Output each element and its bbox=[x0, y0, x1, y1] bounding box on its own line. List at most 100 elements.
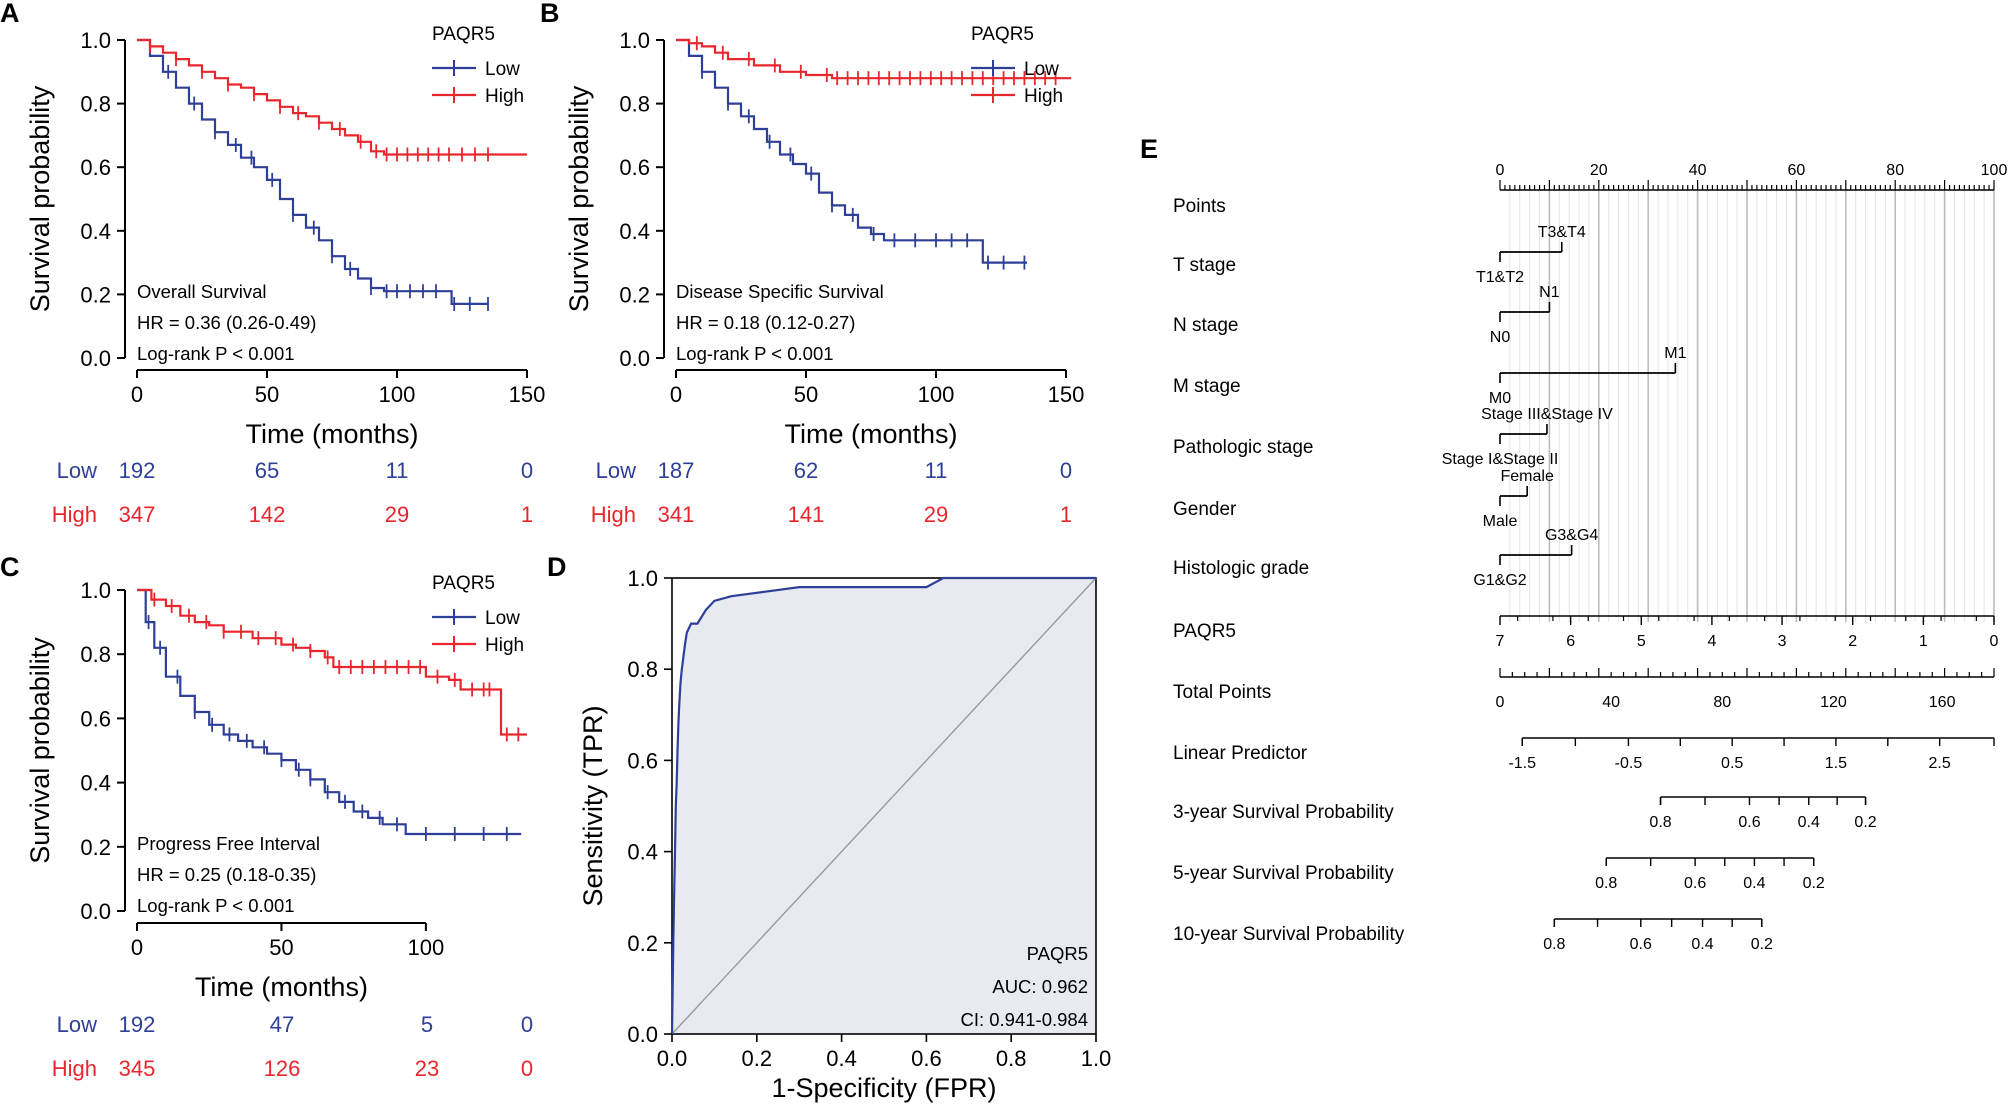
y-tick-label-d: 1.0 bbox=[627, 566, 658, 591]
risk-count-high: 126 bbox=[264, 1056, 301, 1081]
roc-curve bbox=[670, 576, 1096, 1035]
nomogram-level-label: G3&G4 bbox=[1545, 527, 1598, 544]
nomogram-scale-label: 0 bbox=[1496, 694, 1505, 711]
roc-annotation-line: PAQR5 bbox=[1027, 943, 1088, 964]
legend-title-A: PAQR5 bbox=[432, 24, 495, 45]
roc-plot-frame bbox=[671, 577, 1097, 1035]
y-axis-title-B: Survival probability bbox=[564, 85, 594, 312]
points-tick-label: 100 bbox=[1981, 162, 2008, 179]
risk-count-high: 345 bbox=[119, 1056, 156, 1081]
y-axis-title-d: Sensitivity (TPR) bbox=[578, 705, 608, 906]
nomogram-level-label: N1 bbox=[1539, 284, 1560, 301]
points-tick-label: 40 bbox=[1689, 162, 1707, 179]
roc-diagonal-reference bbox=[671, 577, 1097, 1035]
nomogram-scale-label: 1.5 bbox=[1825, 755, 1847, 772]
annotation-line-c: HR = 0.25 (0.18-0.35) bbox=[137, 864, 316, 885]
risk-count-low: 47 bbox=[270, 1012, 294, 1037]
nomogram-row-label: Gender bbox=[1173, 499, 1237, 520]
risk-count-high: 142 bbox=[249, 502, 286, 527]
x-tick-label-d: 0.6 bbox=[911, 1046, 942, 1071]
nomogram-scale-label: 0.2 bbox=[1854, 814, 1876, 831]
panel-label-c: C bbox=[0, 552, 20, 582]
x-tick-label-B: 0 bbox=[670, 382, 682, 407]
nomogram-level-label: Female bbox=[1500, 468, 1553, 485]
x-axis-title-A: Time (months) bbox=[245, 419, 418, 449]
y-tick-label-A: 0.6 bbox=[80, 155, 111, 180]
nomogram-level-label: T1&T2 bbox=[1476, 269, 1524, 286]
annotation-line-c: Progress Free Interval bbox=[137, 833, 320, 854]
x-tick-label-c: 0 bbox=[131, 935, 143, 960]
y-tick-label-A: 0.4 bbox=[80, 219, 111, 244]
panel-label-d: D bbox=[547, 552, 567, 582]
annotation-line-A: Overall Survival bbox=[137, 281, 267, 302]
km-curve-high-A bbox=[137, 38, 527, 156]
x-tick-label-B: 100 bbox=[918, 382, 955, 407]
risk-count-low: 192 bbox=[119, 458, 156, 483]
km-curve-high-B bbox=[676, 38, 1072, 80]
annotation-line-B: Disease Specific Survival bbox=[676, 281, 884, 302]
legend-title-c: PAQR5 bbox=[432, 573, 495, 594]
nomogram-scale-label: 0.2 bbox=[1751, 936, 1773, 953]
nomogram-row-label: 5-year Survival Probability bbox=[1173, 863, 1394, 884]
points-tick-label: 60 bbox=[1788, 162, 1806, 179]
risk-row-label-low: Low bbox=[57, 458, 97, 483]
risk-count-low: 11 bbox=[386, 458, 409, 483]
y-tick-label-c: 0.6 bbox=[80, 706, 111, 731]
nomogram-scale-label: -0.5 bbox=[1615, 755, 1643, 772]
x-tick-label-d: 1.0 bbox=[1081, 1046, 1112, 1071]
x-tick-label-A: 150 bbox=[509, 382, 546, 407]
risk-count-low: 11 bbox=[925, 458, 948, 483]
nomogram-scale-label: 0.4 bbox=[1691, 936, 1713, 953]
y-tick-label-c: 0.2 bbox=[80, 835, 111, 860]
nomogram-row-label: PAQR5 bbox=[1173, 621, 1236, 642]
risk-count-low: 62 bbox=[794, 458, 818, 483]
paqr5-scale-label: 1 bbox=[1919, 633, 1928, 650]
y-tick-label-B: 1.0 bbox=[619, 28, 650, 53]
points-tick-label: 80 bbox=[1886, 162, 1904, 179]
y-tick-label-c: 0.0 bbox=[80, 899, 111, 924]
nomogram-level-label: Stage III&Stage IV bbox=[1481, 406, 1613, 423]
nomogram-scale-label: 0.2 bbox=[1803, 875, 1825, 892]
nomogram-row-label: Histologic grade bbox=[1173, 558, 1309, 579]
risk-count-low: 5 bbox=[421, 1012, 433, 1037]
nomogram-row-label: Linear Predictor bbox=[1173, 743, 1308, 764]
legend-label-low: Low bbox=[485, 59, 520, 80]
nomogram-scale-label: 0.8 bbox=[1595, 875, 1617, 892]
legend-label-high: High bbox=[485, 635, 524, 656]
risk-count-low: 192 bbox=[119, 1012, 156, 1037]
nomogram-scale-label: 0.4 bbox=[1798, 814, 1820, 831]
nomogram-row-label: Points bbox=[1173, 196, 1226, 217]
y-tick-label-B: 0.0 bbox=[619, 346, 650, 371]
legend-label-low: Low bbox=[1024, 59, 1059, 80]
panel-label-a: A bbox=[0, 0, 20, 28]
y-tick-label-d: 0.6 bbox=[627, 748, 658, 773]
risk-row-label-low: Low bbox=[596, 458, 636, 483]
annotation-line-B: HR = 0.18 (0.12-0.27) bbox=[676, 312, 855, 333]
x-tick-label-A: 100 bbox=[379, 382, 416, 407]
y-tick-label-A: 1.0 bbox=[80, 28, 111, 53]
x-tick-label-A: 0 bbox=[131, 382, 143, 407]
nomogram-row-label: Pathologic stage bbox=[1173, 437, 1314, 458]
legend-label-low: Low bbox=[485, 608, 520, 629]
x-tick-label-c: 50 bbox=[269, 935, 293, 960]
risk-row-label-high: High bbox=[52, 502, 97, 527]
nomogram-scale-label: 80 bbox=[1713, 694, 1731, 711]
paqr5-scale-label: 5 bbox=[1637, 633, 1646, 650]
annotation-line-A: HR = 0.36 (0.26-0.49) bbox=[137, 312, 316, 333]
y-tick-label-B: 0.2 bbox=[619, 282, 650, 307]
y-tick-label-A: 0.8 bbox=[80, 92, 111, 117]
nomogram-level-label: M1 bbox=[1664, 345, 1686, 362]
nomogram-level-label: G1&G2 bbox=[1473, 572, 1526, 589]
nomogram-level-label: Stage I&Stage II bbox=[1442, 451, 1559, 468]
risk-count-high: 141 bbox=[788, 502, 825, 527]
risk-row-label-high: High bbox=[591, 502, 636, 527]
risk-count-low: 0 bbox=[1060, 458, 1072, 483]
nomogram-row-label: N stage bbox=[1173, 315, 1238, 336]
annotation-line-A: Log-rank P < 0.001 bbox=[137, 343, 295, 364]
nomogram-scale-label: 160 bbox=[1929, 694, 1956, 711]
nomogram-scale-label: 2.5 bbox=[1929, 755, 1951, 772]
x-tick-label-d: 0.2 bbox=[742, 1046, 773, 1071]
y-tick-label-c: 1.0 bbox=[80, 578, 111, 603]
risk-row-label-high: High bbox=[52, 1056, 97, 1081]
y-tick-label-c: 0.4 bbox=[80, 771, 111, 796]
